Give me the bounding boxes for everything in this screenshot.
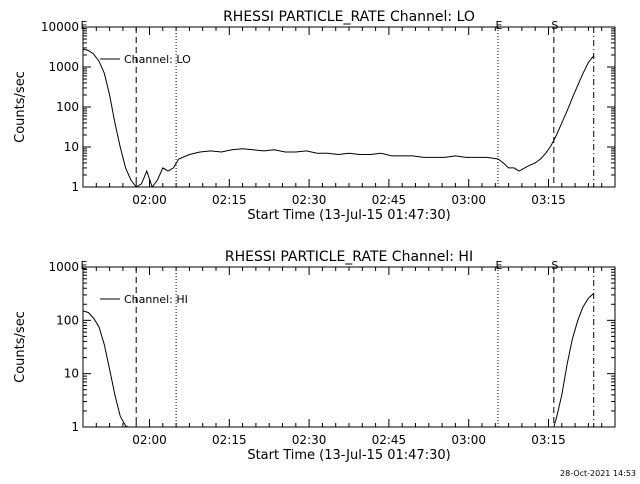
x-tick-label: 03:00 xyxy=(451,193,486,207)
x-tick-label: 02:30 xyxy=(292,193,327,207)
y-tick-label: 1000 xyxy=(48,260,79,274)
y-tick-label: 10000 xyxy=(41,20,79,34)
marker-label: E xyxy=(495,19,502,32)
marker-label: S xyxy=(551,259,558,272)
x-tick-label: 02:30 xyxy=(292,433,327,447)
y-tick-label: 1 xyxy=(71,420,79,434)
x-tick-label: 02:45 xyxy=(372,193,407,207)
marker-label: S xyxy=(551,19,558,32)
x-tick-label: 02:00 xyxy=(132,433,167,447)
x-tick-label: 03:15 xyxy=(531,193,566,207)
y-tick-label: 100 xyxy=(56,100,79,114)
footer-timestamp: 28-Oct-2021 14:53 xyxy=(560,469,636,478)
y-tick-label: 1000 xyxy=(48,60,79,74)
x-axis-label: Start Time (13-Jul-15 01:47:30) xyxy=(247,208,450,223)
y-tick-label: 100 xyxy=(56,313,79,327)
y-tick-label: 1 xyxy=(71,180,79,194)
marker-label: E xyxy=(81,19,88,32)
marker-label: E xyxy=(495,259,502,272)
marker-label: E xyxy=(81,259,88,272)
y-tick-label: 10 xyxy=(64,140,79,154)
x-axis-label: Start Time (13-Jul-15 01:47:30) xyxy=(247,448,450,463)
x-tick-label: 02:15 xyxy=(212,433,247,447)
legend-entry: Channel: HI xyxy=(124,293,188,306)
x-tick-label: 02:00 xyxy=(132,193,167,207)
x-tick-label: 02:15 xyxy=(212,193,247,207)
x-tick-label: 03:15 xyxy=(531,433,566,447)
x-tick-label: 03:00 xyxy=(451,433,486,447)
series-line-channel-hi xyxy=(82,293,595,428)
y-axis-label: Counts/sec xyxy=(13,311,28,383)
x-tick-label: 02:45 xyxy=(372,433,407,447)
chart-title: RHESSI PARTICLE_RATE Channel: LO xyxy=(223,9,475,25)
legend-entry: Channel: LO xyxy=(124,53,191,66)
y-tick-label: 10 xyxy=(64,367,79,381)
series-line-channel-lo xyxy=(82,48,595,189)
y-axis-label: Counts/sec xyxy=(13,71,28,143)
chart-title: RHESSI PARTICLE_RATE Channel: HI xyxy=(225,249,473,265)
